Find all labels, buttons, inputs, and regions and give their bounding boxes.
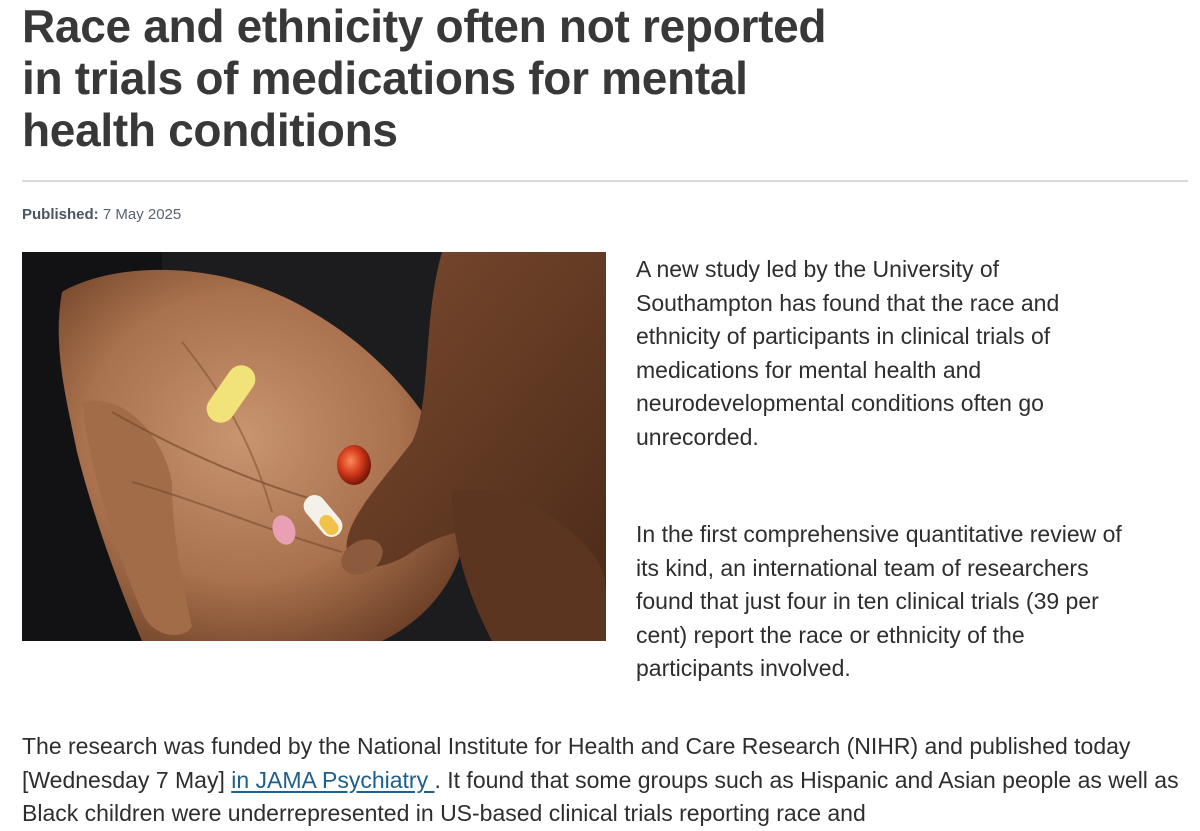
article-body-paragraph: The research was funded by the National …	[22, 730, 1182, 831]
pointing-finger-shape	[346, 252, 606, 582]
pink-pill	[272, 515, 296, 545]
published-date: 7 May 2025	[102, 206, 182, 223]
article-paragraph-2: In the first comprehensive quantitative …	[636, 521, 1122, 682]
body-text-before-link: The research was funded by the National …	[22, 733, 1131, 793]
article-hero-image	[22, 252, 606, 641]
red-gel-capsule	[337, 445, 371, 485]
body-text-after-link: . It found that some groups such as Hisp…	[22, 766, 1179, 827]
article-paragraph-1: A new study led by the University of Sou…	[636, 256, 1060, 450]
page-title: Race and ethnicity often not reported in…	[22, 0, 827, 156]
hand-holding-pills-photo	[22, 252, 606, 641]
jama-psychiatry-link[interactable]: in JAMA Psychiatry	[231, 766, 435, 793]
yellow-pill	[206, 365, 256, 423]
title-divider	[22, 180, 1188, 182]
published-line: Published: 7 May 2025	[22, 206, 181, 223]
published-label: Published:	[22, 206, 99, 223]
